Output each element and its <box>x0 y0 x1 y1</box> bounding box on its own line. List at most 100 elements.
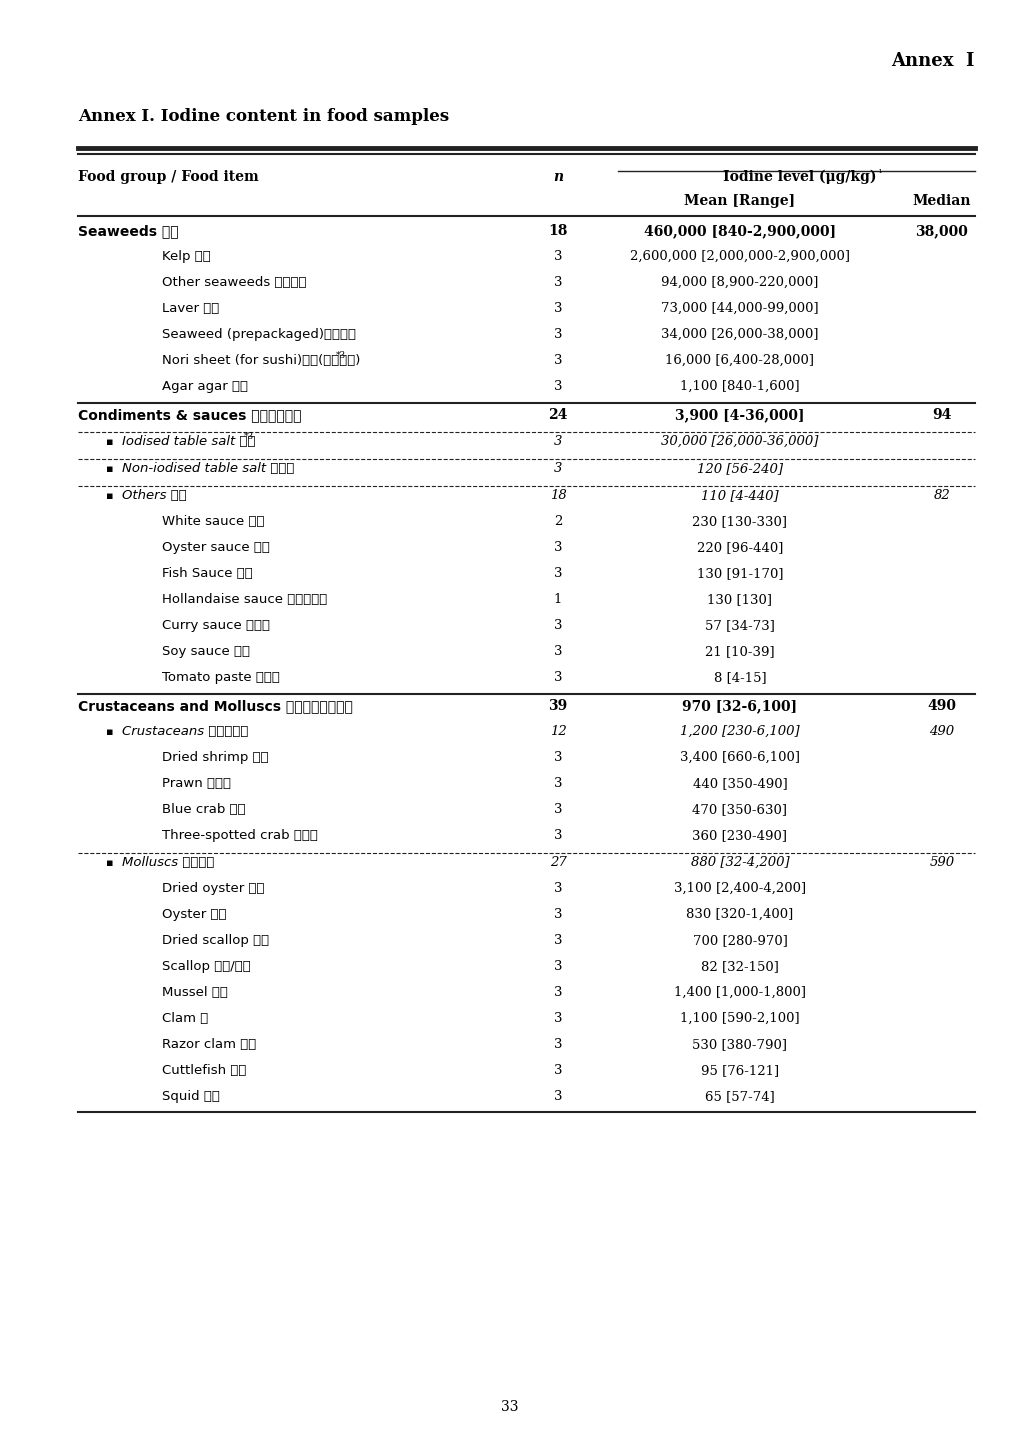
Text: ▪: ▪ <box>106 464 113 474</box>
Text: 18: 18 <box>549 489 566 502</box>
Text: Fish Sauce 魚露: Fish Sauce 魚露 <box>162 567 253 580</box>
Text: Nori sheet (for sushi)紫菜(做壽司用)*3: Nori sheet (for sushi)紫菜(做壽司用)*3 <box>162 353 375 368</box>
Text: 3: 3 <box>553 435 561 448</box>
Text: Dried oyster 螠豉: Dried oyster 螠豉 <box>162 883 264 895</box>
Text: 3: 3 <box>553 619 561 632</box>
Text: 220 [96-440]: 220 [96-440] <box>696 541 783 554</box>
Text: 3: 3 <box>553 567 561 580</box>
Text: 440 [350-490]: 440 [350-490] <box>692 777 787 790</box>
Text: Three-spotted crab 三點蟹: Three-spotted crab 三點蟹 <box>162 829 318 842</box>
Text: Dried scallop 乾貝: Dried scallop 乾貝 <box>162 934 269 947</box>
Text: 2: 2 <box>553 515 561 528</box>
Text: 38,000: 38,000 <box>915 224 967 238</box>
Text: 73,000 [44,000-99,000]: 73,000 [44,000-99,000] <box>660 301 818 314</box>
Text: 1,200 [230-6,100]: 1,200 [230-6,100] <box>680 725 799 738</box>
Text: Agar agar 大菜: Agar agar 大菜 <box>162 381 248 394</box>
Text: 24: 24 <box>548 408 568 423</box>
Text: 130 [91-170]: 130 [91-170] <box>696 567 783 580</box>
Text: Iodine level (μg/kg): Iodine level (μg/kg) <box>722 170 876 185</box>
Text: 460,000 [840-2,900,000]: 460,000 [840-2,900,000] <box>643 224 836 238</box>
Text: Other seaweeds 其他藻類: Other seaweeds 其他藻類 <box>162 275 306 288</box>
Text: Laver 紫菜: Laver 紫菜 <box>162 301 219 314</box>
Text: 3: 3 <box>553 381 561 394</box>
Text: 970 [32-6,100]: 970 [32-6,100] <box>682 699 797 712</box>
Text: 21 [10-39]: 21 [10-39] <box>704 645 774 658</box>
Text: Squid 魷魚: Squid 魷魚 <box>162 1090 220 1103</box>
Text: 30,000 [26,000-36,000]: 30,000 [26,000-36,000] <box>660 435 818 448</box>
Text: Curry sauce 咋哩醬: Curry sauce 咋哩醬 <box>162 619 270 632</box>
Text: 3,100 [2,400-4,200]: 3,100 [2,400-4,200] <box>674 883 805 895</box>
Text: Cuttlefish 墨魚: Cuttlefish 墨魚 <box>162 1064 247 1077</box>
Text: Crustaceans and Molluscs 甲殼類及軟體動物: Crustaceans and Molluscs 甲殼類及軟體動物 <box>77 699 353 712</box>
Text: 16,000 [6,400-28,000]: 16,000 [6,400-28,000] <box>664 353 814 368</box>
Text: Food group / Food item: Food group / Food item <box>77 170 259 185</box>
Text: 95 [76-121]: 95 [76-121] <box>700 1064 779 1077</box>
Text: 3: 3 <box>553 777 561 790</box>
Text: 3: 3 <box>553 1090 561 1103</box>
Text: ▪: ▪ <box>106 437 113 447</box>
Text: 1,400 [1,000-1,800]: 1,400 [1,000-1,800] <box>674 986 805 999</box>
Text: 530 [380-790]: 530 [380-790] <box>692 1038 787 1051</box>
Text: 57 [34-73]: 57 [34-73] <box>704 619 774 632</box>
Text: Seaweed (prepackaged)零食紫菜: Seaweed (prepackaged)零食紫菜 <box>162 327 356 340</box>
Text: Tomato paste 番茄醬: Tomato paste 番茄醬 <box>162 671 279 684</box>
Text: ▪: ▪ <box>106 858 113 868</box>
Text: 470 [350-630]: 470 [350-630] <box>692 803 787 816</box>
Text: 3: 3 <box>553 461 561 474</box>
Text: Others 其他: Others 其他 <box>122 489 186 502</box>
Text: Crustaceans 甲殼類動物: Crustaceans 甲殼類動物 <box>122 725 249 738</box>
Text: 8 [4-15]: 8 [4-15] <box>713 671 765 684</box>
Text: 33: 33 <box>500 1400 519 1415</box>
Text: Oyster 生蘊: Oyster 生蘊 <box>162 908 226 921</box>
Text: ▪: ▪ <box>106 727 113 737</box>
Text: Prawn 大花蝦: Prawn 大花蝦 <box>162 777 230 790</box>
Text: 94: 94 <box>931 408 951 423</box>
Text: 700 [280-970]: 700 [280-970] <box>692 934 787 947</box>
Text: Non-iodised table salt 餐桌鹽: Non-iodised table salt 餐桌鹽 <box>122 461 294 474</box>
Text: 3: 3 <box>553 353 561 368</box>
Text: Annex  I: Annex I <box>891 52 974 71</box>
Text: 360 [230-490]: 360 [230-490] <box>692 829 787 842</box>
Text: 110 [4-440]: 110 [4-440] <box>700 489 779 502</box>
Text: 3: 3 <box>553 960 561 973</box>
Text: 3: 3 <box>553 671 561 684</box>
Text: White sauce 白汁: White sauce 白汁 <box>162 515 264 528</box>
Text: ▪: ▪ <box>106 490 113 500</box>
Text: Clam 蝗: Clam 蝗 <box>162 1012 208 1025</box>
Text: 3: 3 <box>553 986 561 999</box>
Text: 3,900 [4-36,000]: 3,900 [4-36,000] <box>675 408 804 423</box>
Text: Iodised table salt 碼鹽*3: Iodised table salt 碼鹽*3 <box>122 435 270 448</box>
Text: 3,400 [660-6,100]: 3,400 [660-6,100] <box>680 751 799 764</box>
Text: n: n <box>552 170 562 185</box>
Text: Mussel 青口: Mussel 青口 <box>162 986 227 999</box>
Text: Nori sheet (for sushi)紫菜(做壽司用): Nori sheet (for sushi)紫菜(做壽司用) <box>162 353 360 368</box>
Text: Razor clam 蟴子: Razor clam 蟴子 <box>162 1038 256 1051</box>
Text: 34,000 [26,000-38,000]: 34,000 [26,000-38,000] <box>660 327 818 340</box>
Text: 1,100 [590-2,100]: 1,100 [590-2,100] <box>680 1012 799 1025</box>
Text: 830 [320-1,400]: 830 [320-1,400] <box>686 908 793 921</box>
Text: 130 [130]: 130 [130] <box>707 593 771 606</box>
Text: 3: 3 <box>553 327 561 340</box>
Text: Soy sauce 生抚: Soy sauce 生抚 <box>162 645 250 658</box>
Text: 65 [57-74]: 65 [57-74] <box>704 1090 774 1103</box>
Text: 490: 490 <box>928 725 954 738</box>
Text: 82 [32-150]: 82 [32-150] <box>700 960 779 973</box>
Text: 3: 3 <box>553 1038 561 1051</box>
Text: 1: 1 <box>553 593 561 606</box>
Text: 3: 3 <box>553 934 561 947</box>
Text: Oyster sauce 豁油: Oyster sauce 豁油 <box>162 541 270 554</box>
Text: 3: 3 <box>553 803 561 816</box>
Text: 3: 3 <box>553 249 561 262</box>
Text: Kelp 海帶: Kelp 海帶 <box>162 249 211 262</box>
Text: 94,000 [8,900-220,000]: 94,000 [8,900-220,000] <box>660 275 818 288</box>
Text: Mean [Range]: Mean [Range] <box>684 195 795 208</box>
Text: 3: 3 <box>553 751 561 764</box>
Text: Molluscs 軟體動物: Molluscs 軟體動物 <box>122 857 214 870</box>
Text: 3: 3 <box>553 301 561 314</box>
Text: Median: Median <box>912 195 970 208</box>
Text: 12: 12 <box>549 725 566 738</box>
Text: 3: 3 <box>553 883 561 895</box>
Text: Scallop 帶屐/帶子: Scallop 帶屐/帶子 <box>162 960 251 973</box>
Text: *3: *3 <box>244 433 254 441</box>
Text: ⁻¹: ⁻¹ <box>872 169 881 177</box>
